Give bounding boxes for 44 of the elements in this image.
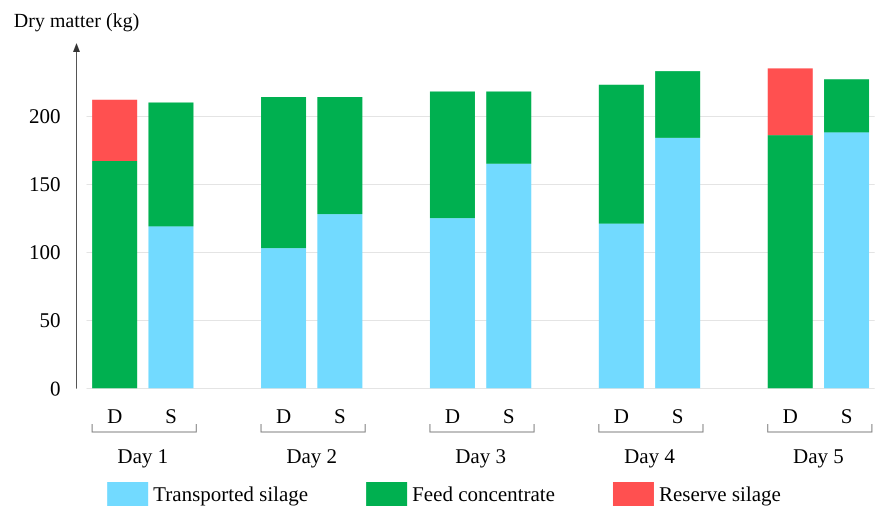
x-tick-label: S (334, 404, 346, 428)
bar (768, 68, 813, 136)
bar (92, 160, 138, 388)
bar (598, 84, 644, 224)
bar (261, 248, 306, 388)
x-tick-label: D (276, 404, 292, 428)
text: Day 5 (793, 444, 844, 468)
bar (486, 92, 532, 164)
bar (148, 226, 194, 388)
bar (655, 138, 700, 388)
text: Day 3 (455, 444, 506, 468)
y-tick-label: 200 (29, 104, 60, 128)
x-tick-label: D (614, 404, 629, 428)
bar (317, 214, 362, 388)
bar (768, 135, 813, 388)
y-tick-label: 0 (50, 376, 60, 400)
bar (486, 164, 532, 388)
bar (655, 71, 700, 138)
legend-label: Transported silage (153, 482, 308, 506)
text: Day 4 (624, 444, 676, 468)
bar (261, 97, 306, 248)
x-tick-label: D (107, 404, 122, 428)
y-axis-title: Dry matter (kg) (14, 10, 140, 32)
bar (824, 132, 870, 388)
x-tick-label: S (840, 404, 852, 428)
x-tick-label: S (165, 404, 177, 428)
x-tick-label: D (444, 404, 460, 428)
y-tick-label: 150 (29, 172, 60, 196)
bar (824, 79, 870, 132)
legend-label: Feed concentrate (412, 482, 555, 506)
bar (598, 224, 644, 388)
x-tick-label: D (782, 404, 798, 428)
bar (430, 218, 475, 388)
y-tick-label: 100 (29, 240, 60, 264)
text: Day 2 (286, 444, 338, 468)
text: Day 1 (117, 444, 168, 468)
bar (317, 97, 362, 214)
bar (92, 100, 138, 161)
bar (148, 102, 194, 226)
y-tick-label: 50 (40, 308, 60, 332)
x-tick-label: S (672, 404, 684, 428)
bar (430, 92, 475, 218)
x-tick-label: S (502, 404, 515, 428)
legend-label: Reserve silage (658, 482, 781, 506)
